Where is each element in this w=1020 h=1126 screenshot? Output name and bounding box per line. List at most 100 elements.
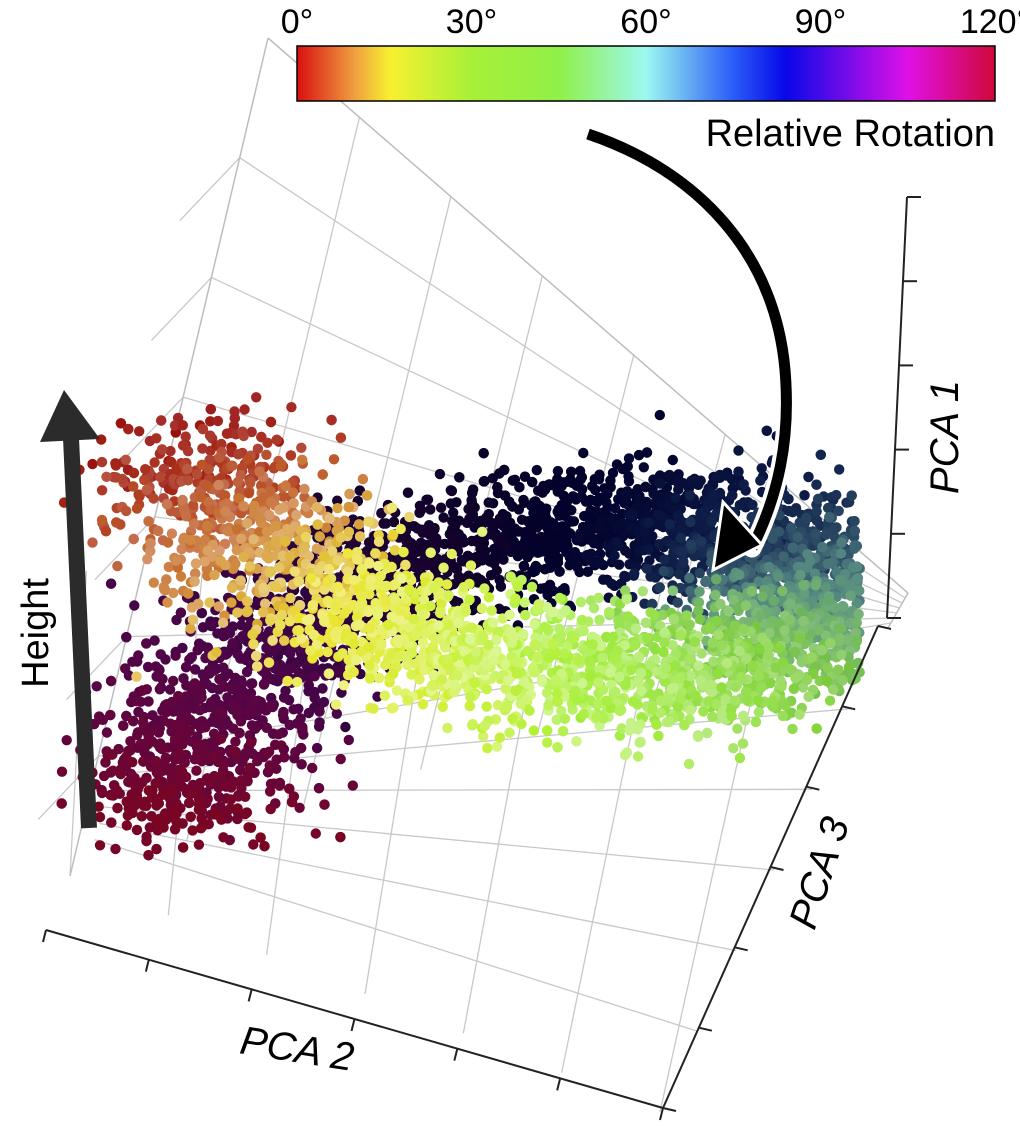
data-point xyxy=(265,416,277,428)
data-point xyxy=(733,445,744,456)
data-point xyxy=(261,722,272,733)
data-point xyxy=(623,471,634,482)
data-point xyxy=(241,666,253,678)
data-point xyxy=(789,646,801,658)
data-point xyxy=(148,493,159,504)
data-point xyxy=(150,756,162,767)
data-point xyxy=(542,589,553,601)
data-point xyxy=(212,415,224,427)
data-point xyxy=(110,460,122,471)
data-point xyxy=(185,811,196,822)
gridline-side xyxy=(150,276,212,341)
data-point xyxy=(188,518,200,529)
data-point xyxy=(801,512,812,524)
data-point xyxy=(193,839,205,850)
data-point xyxy=(816,645,827,656)
data-point xyxy=(519,527,530,538)
pane-edge-back xyxy=(267,37,909,629)
data-point xyxy=(602,488,613,500)
data-point xyxy=(685,516,696,528)
data-point xyxy=(156,415,167,426)
data-point xyxy=(700,575,712,587)
data-point xyxy=(475,543,486,555)
data-point xyxy=(87,537,98,548)
data-point xyxy=(174,748,185,759)
data-point xyxy=(136,811,147,822)
data-point xyxy=(245,737,257,748)
data-point xyxy=(643,517,655,528)
data-point xyxy=(335,432,347,443)
data-point xyxy=(463,503,474,515)
data-point xyxy=(296,442,307,453)
data-point xyxy=(168,675,179,687)
data-point xyxy=(558,477,570,488)
data-point xyxy=(210,809,222,820)
data-point xyxy=(120,454,131,465)
data-point xyxy=(738,479,749,490)
data-point xyxy=(486,529,497,540)
data-point xyxy=(177,420,188,431)
data-point xyxy=(244,706,255,717)
data-point xyxy=(110,843,121,855)
data-point xyxy=(105,709,116,721)
data-point xyxy=(802,549,813,560)
data-point xyxy=(811,515,822,526)
data-point xyxy=(576,472,588,483)
data-point xyxy=(378,518,389,529)
data-point xyxy=(157,673,168,685)
data-point xyxy=(278,692,290,703)
data-point xyxy=(150,661,162,672)
data-point xyxy=(822,502,834,514)
data-point xyxy=(206,619,218,631)
data-point xyxy=(843,662,855,673)
data-point xyxy=(125,736,136,747)
data-point xyxy=(421,559,432,571)
data-point xyxy=(678,556,689,567)
data-point xyxy=(710,589,721,601)
data-point xyxy=(286,796,298,808)
data-point xyxy=(132,784,143,795)
data-point xyxy=(448,507,459,518)
data-point xyxy=(128,533,139,545)
data-point xyxy=(787,542,798,553)
data-point xyxy=(438,512,449,523)
data-point xyxy=(153,525,164,537)
data-point xyxy=(811,479,822,490)
data-point xyxy=(648,488,659,499)
data-point xyxy=(461,517,473,528)
data-point xyxy=(853,608,864,620)
data-point xyxy=(693,605,704,616)
data-point xyxy=(151,433,162,444)
data-point xyxy=(204,664,215,676)
data-point xyxy=(810,528,821,540)
data-point xyxy=(132,727,144,738)
data-point xyxy=(153,798,165,809)
data-point xyxy=(560,508,571,519)
data-point xyxy=(187,825,198,836)
gridline-floor-y xyxy=(94,839,699,1032)
data-point xyxy=(274,668,285,679)
data-point xyxy=(162,537,174,548)
data-point xyxy=(514,540,526,552)
data-point xyxy=(499,490,511,501)
data-point xyxy=(285,450,297,461)
data-point xyxy=(143,785,154,796)
data-point xyxy=(694,586,705,597)
data-point xyxy=(141,638,152,649)
data-point xyxy=(768,595,779,606)
data-point xyxy=(166,528,178,539)
data-point xyxy=(837,675,848,686)
data-point xyxy=(102,750,113,761)
data-point xyxy=(746,586,758,597)
data-point xyxy=(638,462,649,473)
data-point xyxy=(131,695,142,707)
data-point xyxy=(409,562,421,573)
data-point xyxy=(243,488,255,499)
data-point xyxy=(285,648,296,659)
data-point xyxy=(516,514,528,525)
data-point xyxy=(475,515,487,527)
data-point xyxy=(112,785,123,796)
data-point xyxy=(487,498,499,509)
data-point xyxy=(121,505,132,517)
data-point xyxy=(205,404,216,415)
